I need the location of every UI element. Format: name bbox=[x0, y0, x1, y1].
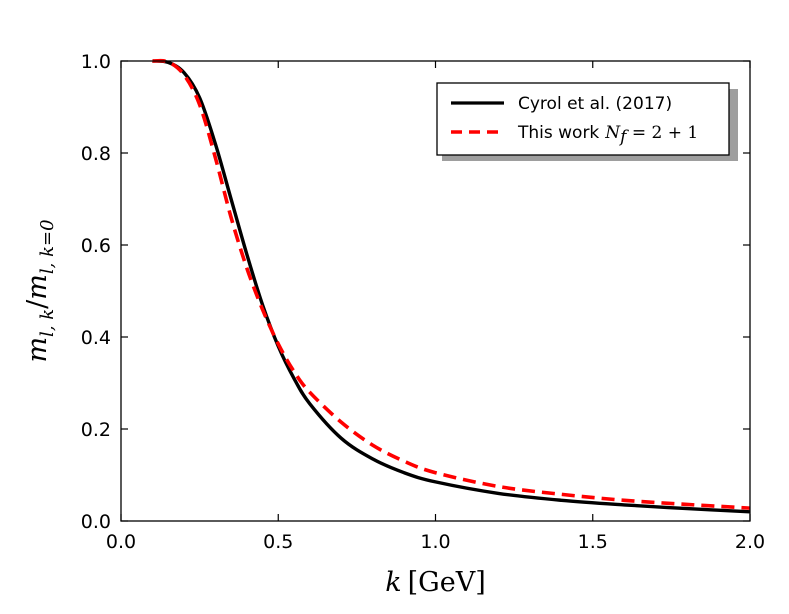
series-layer bbox=[152, 58, 751, 514]
y-tick-label: 0.0 bbox=[81, 511, 111, 533]
y-tick-label: 0.4 bbox=[81, 327, 111, 349]
legend: Cyrol et al. (2017) This work Nf = 2 + 1 bbox=[436, 82, 738, 161]
x-tick-label: 1.5 bbox=[578, 531, 608, 553]
legend-label-this-work-text: This work bbox=[517, 123, 599, 143]
legend-label-this-work: This work Nf = 2 + 1 bbox=[517, 123, 698, 147]
legend-label-this-work-math: N bbox=[604, 123, 621, 143]
y-axis-label-m2: m bbox=[22, 274, 53, 300]
x-tick-label: 2.0 bbox=[735, 531, 765, 553]
series-line-0 bbox=[152, 59, 751, 514]
y-tick-label: 0.2 bbox=[81, 419, 111, 441]
y-axis-label: ml, k/ml, k=0 bbox=[22, 219, 58, 362]
y-tick-label: 0.8 bbox=[81, 143, 111, 165]
series-line-1 bbox=[152, 58, 751, 510]
y-axis-label-m1: m bbox=[22, 337, 53, 363]
x-axis-label-unit: [GeV] bbox=[408, 567, 486, 598]
tick-layer: 0.0 0.5 1.0 1.5 2.0 0.0 0.2 0.4 0.6 0.8 1.0 bbox=[81, 51, 765, 553]
y-axis-label-sub2: l, k=0 bbox=[37, 219, 58, 274]
y-tick-label: 0.6 bbox=[81, 235, 111, 257]
legend-box bbox=[436, 82, 730, 156]
legend-label-this-work-sub: f bbox=[618, 127, 629, 147]
y-axis-label-sub1: l, k bbox=[37, 309, 58, 337]
x-axis-label: k [GeV] bbox=[385, 567, 486, 598]
x-tick-label: 0.5 bbox=[263, 531, 293, 553]
legend-label-cyrol: Cyrol et al. (2017) bbox=[518, 94, 672, 114]
y-tick-label: 1.0 bbox=[81, 51, 111, 73]
x-tick-label: 1.0 bbox=[420, 531, 450, 553]
legend-label-this-work-rest: = 2 + 1 bbox=[626, 123, 698, 143]
x-axis-label-var: k bbox=[385, 567, 401, 598]
x-tick-label: 0.0 bbox=[106, 531, 136, 553]
y-axis-label-slash: / bbox=[22, 299, 53, 309]
